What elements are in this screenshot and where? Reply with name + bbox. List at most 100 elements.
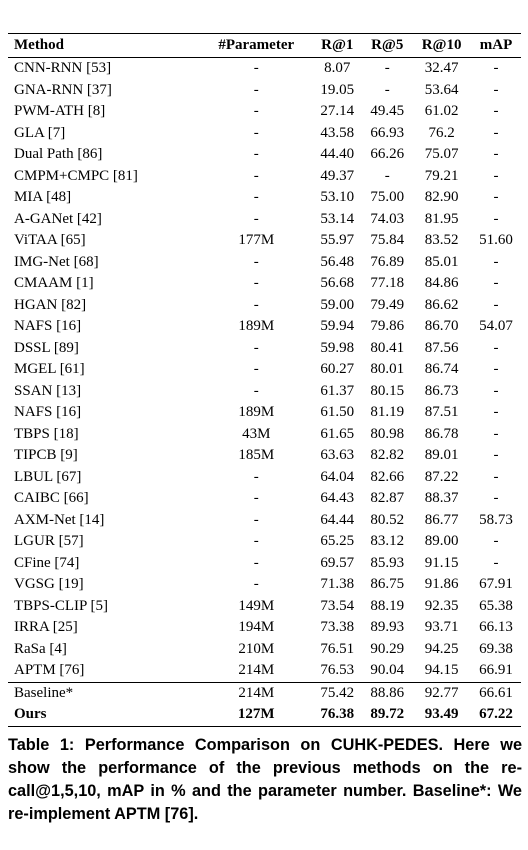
value-cell: 90.29 — [370, 640, 405, 657]
value-cell: 82.82 — [370, 447, 405, 463]
value-cell: 89.93 — [370, 619, 405, 635]
method-cell: TIPCB [9] — [14, 447, 78, 463]
value-cell: - — [253, 490, 259, 506]
value-cell: 86.77 — [424, 511, 459, 528]
method-cell: CMAAM [1] — [14, 275, 94, 291]
value-cell: 84.86 — [424, 275, 459, 291]
value-cell: 87.22 — [424, 468, 459, 485]
value-cell: 76.38 — [320, 706, 355, 722]
results-table: Method #Parameter R@1 R@5 R@10 mAP CNN-RNN [5… — [8, 33, 521, 727]
value-cell: - — [253, 339, 259, 356]
value-cell: 71.38 — [320, 576, 355, 592]
value-cell: 88.86 — [370, 684, 405, 701]
method-cell: APTM [76] — [14, 662, 85, 678]
value-cell: 77.18 — [370, 275, 405, 291]
value-cell: - — [493, 361, 499, 377]
value-cell: 127M — [237, 706, 275, 722]
value-cell: 92.77 — [424, 684, 459, 701]
value-cell: 63.63 — [320, 447, 355, 463]
value-cell: 80.15 — [370, 382, 405, 399]
value-cell: - — [493, 339, 499, 356]
method-cell: GNA-RNN [37] — [14, 81, 112, 98]
value-cell: - — [493, 554, 499, 571]
value-cell: 177M — [238, 232, 275, 248]
value-cell: 76.53 — [320, 662, 355, 678]
table-row: TBPS-CLIP [5] 149M 73.54 88.19 92.35 65.38 — [8, 596, 521, 618]
value-cell: - — [384, 167, 390, 184]
column-header: R@10 — [421, 36, 462, 53]
value-cell: 214M — [238, 662, 275, 678]
value-cell: 64.44 — [320, 511, 355, 528]
method-cell: IMG-Net [68] — [14, 253, 99, 270]
value-cell: 91.15 — [424, 554, 459, 571]
value-cell: 79.21 — [424, 167, 459, 184]
value-cell: - — [493, 447, 499, 463]
value-cell: 185M — [238, 447, 275, 463]
value-cell: 66.26 — [370, 146, 405, 162]
value-cell: - — [493, 404, 499, 420]
method-cell: MGEL [61] — [14, 361, 85, 377]
value-cell: 93.49 — [424, 706, 459, 722]
value-cell: 91.86 — [424, 576, 459, 592]
method-cell: IRRA [25] — [14, 619, 78, 635]
method-cell: GLA [7] — [14, 124, 66, 141]
method-cell: LGUR [57] — [14, 533, 84, 549]
value-cell: 56.48 — [320, 253, 355, 270]
value-cell: 61.65 — [320, 425, 355, 442]
value-cell: 86.62 — [424, 296, 459, 313]
method-cell: TBPS-CLIP [5] — [14, 597, 109, 614]
value-cell: 210M — [238, 640, 275, 657]
column-header: R@1 — [321, 36, 354, 53]
value-cell: 93.71 — [424, 619, 459, 635]
value-cell: - — [253, 468, 259, 485]
value-cell: 85.93 — [370, 554, 405, 571]
table-row: ViTAA [65] 177M 55.97 75.84 83.52 51.60 — [8, 230, 521, 252]
value-cell: 189M — [238, 404, 275, 420]
value-cell: 75.00 — [370, 189, 405, 205]
table-row: HGAN [82] - 59.00 79.49 86.62 - — [8, 295, 521, 317]
value-cell: - — [493, 103, 499, 119]
value-cell: - — [253, 533, 259, 549]
table-row: LGUR [57] - 65.25 83.12 89.00 - — [8, 531, 521, 553]
caption: Table 1: Performance Comparison on CUHK-… — [8, 736, 522, 823]
table-body: CNN-RNN [53] - 8.07 - 32.47 - GNA-RNN [37] - 19.… — [8, 58, 521, 726]
table-row: MIA [48] - 53.10 75.00 82.90 - — [8, 187, 521, 209]
table-row: CNN-RNN [53] - 8.07 - 32.47 - — [8, 58, 521, 80]
value-cell: - — [253, 511, 259, 528]
header-row: Method #Parameter R@1 R@5 R@10 mAP — [8, 33, 521, 58]
table-row: AXM-Net [14] - 64.44 80.52 86.77 58.73 — [8, 510, 521, 532]
value-cell: - — [493, 210, 499, 227]
table-row: GNA-RNN [37] - 19.05 - 53.64 - — [8, 80, 521, 102]
value-cell: - — [493, 167, 499, 184]
value-cell: 61.50 — [320, 404, 355, 420]
table-row: VGSG [19] - 71.38 86.75 91.86 67.91 — [8, 574, 521, 596]
table-row: GLA [7] - 43.58 66.93 76.2 - — [8, 123, 521, 145]
value-cell: 65.25 — [320, 533, 355, 549]
table-row: NAFS [16] 189M 61.50 81.19 87.51 - — [8, 402, 521, 424]
method-cell: NAFS [16] — [14, 404, 82, 420]
value-cell: - — [493, 490, 499, 506]
method-cell: HGAN [82] — [14, 296, 87, 313]
table-row: PWM-ATH [8] - 27.14 49.45 61.02 - — [8, 101, 521, 123]
value-cell: 32.47 — [424, 60, 459, 76]
value-cell: - — [384, 60, 390, 76]
table-row: TBPS [18] 43M 61.65 80.98 86.78 - — [8, 424, 521, 446]
value-cell: 88.37 — [424, 490, 459, 506]
table-row: CMAAM [1] - 56.68 77.18 84.86 - — [8, 273, 521, 295]
method-cell: RaSa [4] — [14, 640, 67, 657]
value-cell: - — [253, 124, 259, 141]
value-cell: - — [493, 275, 499, 291]
value-cell: 74.03 — [370, 210, 405, 227]
table-row: APTM [76] 214M 76.53 90.04 94.15 66.91 — [8, 660, 521, 682]
value-cell: - — [493, 146, 499, 162]
value-cell: 76.89 — [370, 253, 405, 270]
value-cell: 61.37 — [320, 382, 355, 399]
value-cell: 55.97 — [320, 232, 355, 248]
value-cell: 149M — [238, 597, 275, 614]
value-cell: - — [253, 103, 259, 119]
value-cell: 79.49 — [370, 296, 405, 313]
value-cell: 66.61 — [479, 684, 513, 701]
value-cell: 80.98 — [370, 425, 405, 442]
value-cell: - — [493, 296, 499, 313]
